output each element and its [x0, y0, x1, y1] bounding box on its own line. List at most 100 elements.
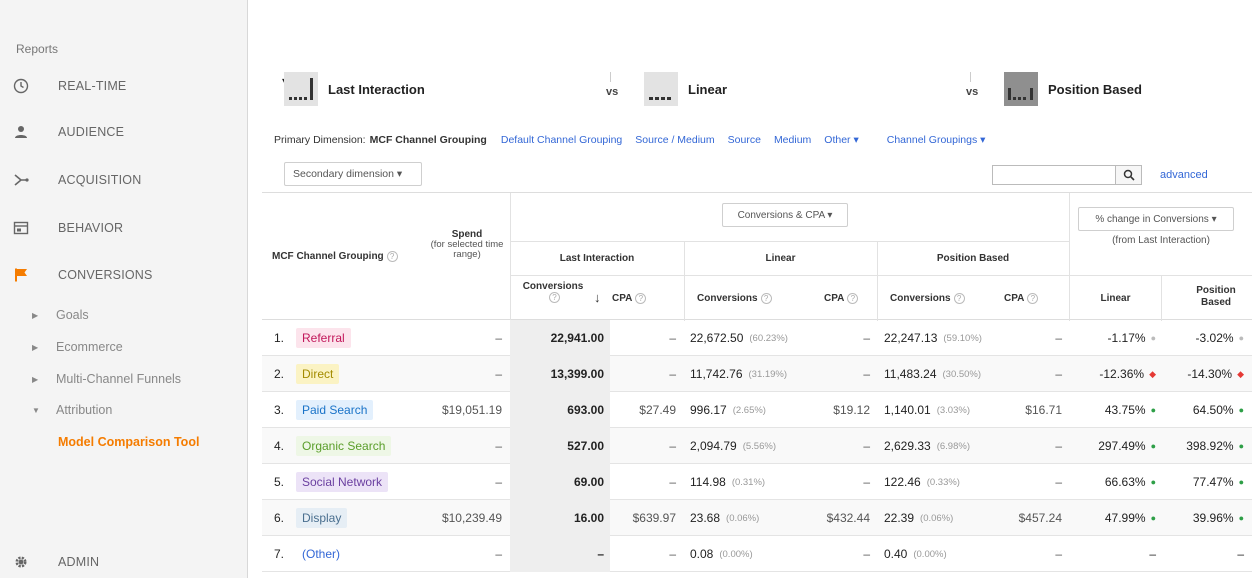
spend-cell: – — [495, 439, 502, 453]
pos-percent: (6.98%) — [936, 440, 970, 452]
search-input[interactable] — [992, 165, 1116, 185]
sub-item-model-comparison-tool[interactable]: Model Comparison Tool — [58, 435, 200, 449]
col-header-change-linear[interactable]: Linear — [1100, 293, 1131, 304]
dimension-link-source[interactable]: Source — [727, 134, 761, 146]
help-icon[interactable]: ? — [386, 251, 398, 262]
secondary-dimension-button[interactable]: Secondary dimension ▾ — [284, 162, 422, 186]
sub-item-ecommerce[interactable]: ▶ Ecommerce — [32, 340, 123, 354]
nav-item-conversions[interactable]: CONVERSIONS — [0, 261, 248, 289]
collapse-arrow-icon: ▼ — [32, 405, 40, 415]
pos-conversions-cell: 22,247.13 (59.10%) — [884, 320, 982, 356]
col-header-spend[interactable]: Spend (for selected time range) — [430, 229, 504, 260]
lc-cpa-cell: – — [669, 367, 676, 381]
dimension-link-medium[interactable]: Medium — [773, 134, 812, 146]
channel-cell[interactable]: Direct — [296, 356, 340, 392]
model-selector-2[interactable]: Linear — [644, 72, 727, 106]
change-linear-cell: 47.99% ● — [1070, 500, 1156, 536]
vs-label-2: vs — [966, 86, 979, 98]
dimension-link-default-channel-grouping[interactable]: Default Channel Grouping — [500, 134, 623, 146]
lc-conversions-cell: 13,399.00 — [550, 367, 604, 381]
search-button[interactable] — [1116, 165, 1142, 185]
col-header-label: CPA — [612, 293, 633, 305]
col-header-lin-cpa[interactable]: CPA? — [824, 293, 859, 305]
nav-item-audience[interactable]: AUDIENCE — [0, 118, 248, 146]
channel-cell[interactable]: Organic Search — [296, 428, 392, 464]
col-header-lin-conversions[interactable]: Conversions? — [697, 293, 772, 304]
lc-cpa-cell: $27.49 — [639, 403, 676, 417]
change-position-cell: 64.50% ● — [1162, 392, 1244, 428]
help-icon[interactable]: ? — [549, 292, 560, 303]
help-icon[interactable]: ? — [760, 293, 772, 304]
col-header-label: CPA — [824, 293, 845, 305]
channel-cell[interactable]: Display — [296, 500, 348, 536]
pos-cpa-cell: – — [1055, 439, 1062, 453]
change-indicator-icon: ● — [1238, 405, 1244, 415]
nav-item-behavior[interactable]: BEHAVIOR — [0, 214, 248, 242]
row-index: 7. — [274, 547, 285, 561]
lin-conversions-cell: 0.08 (0.00%) — [690, 536, 753, 572]
channel-cell[interactable]: Social Network — [296, 464, 389, 500]
model-selector-1[interactable]: Last Interaction — [284, 72, 425, 106]
lin-conversions-cell: 2,094.79 (5.56%) — [690, 428, 776, 464]
lin-conversions-value: 996.17 — [690, 403, 727, 417]
change-linear-value: -12.36% — [1099, 367, 1145, 381]
advanced-link[interactable]: advanced — [1160, 169, 1208, 181]
pos-conversions-value: 0.40 — [884, 547, 908, 561]
help-icon[interactable]: ? — [953, 293, 965, 304]
change-metric-selector[interactable]: % change in Conversions ▾ — [1078, 207, 1234, 231]
help-icon[interactable]: ? — [847, 293, 859, 304]
lin-cpa-cell: – — [863, 439, 870, 453]
channel-link[interactable]: Organic Search — [296, 436, 392, 456]
channel-link[interactable]: Direct — [296, 364, 340, 384]
table-row: 1. Referral –22,941.00–22,672.50 (60.23%) –2… — [262, 320, 1252, 356]
change-position-value: 64.50% — [1192, 403, 1234, 417]
col-header-label: Conversions — [890, 293, 951, 305]
col-header-pos-conversions[interactable]: Conversions? — [890, 293, 965, 304]
col-header-label: CPA — [1004, 293, 1025, 305]
last-interaction-model-icon — [284, 72, 318, 106]
help-icon[interactable]: ? — [635, 293, 647, 304]
channel-cell[interactable]: (Other) — [296, 536, 346, 572]
dimension-link-other[interactable]: Other ▾ — [824, 134, 859, 146]
lin-conversions-value: 2,094.79 — [690, 439, 737, 453]
channel-link[interactable]: Referral — [296, 328, 351, 348]
channel-cell[interactable]: Referral — [296, 320, 351, 356]
col-header-pos-cpa[interactable]: CPA? — [1004, 293, 1039, 305]
sub-item-goals[interactable]: ▶ Goals — [32, 308, 89, 322]
nav-item-admin[interactable]: ADMIN — [0, 548, 248, 576]
expand-arrow-icon: ▶ — [32, 310, 39, 320]
help-icon[interactable]: ? — [1027, 293, 1039, 304]
change-position-cell: -3.02% ● — [1162, 320, 1244, 356]
col-header-change-position[interactable]: Position Based — [1196, 285, 1236, 308]
dimension-link-source-medium[interactable]: Source / Medium — [635, 134, 715, 146]
metric-selector[interactable]: Conversions & CPA ▾ — [722, 203, 848, 227]
position-based-model-icon — [1004, 72, 1038, 106]
channel-link[interactable]: (Other) — [302, 547, 341, 561]
sort-desc-icon[interactable]: ↓ — [594, 290, 601, 305]
sub-item-label: Ecommerce — [56, 340, 123, 354]
model-selector-3[interactable]: Position Based — [1004, 72, 1142, 106]
table-row: 4. Organic Search –527.00–2,094.79 (5.56%) –… — [262, 428, 1252, 464]
nav-item-real-time[interactable]: REAL-TIME — [0, 72, 248, 100]
table-row: 3. Paid Search $19,051.19 693.00 $27.49 996.1… — [262, 392, 1252, 428]
channel-link[interactable]: Social Network — [296, 472, 389, 492]
sub-item-attribution[interactable]: ▼ Attribution — [32, 403, 112, 417]
channel-cell[interactable]: Paid Search — [296, 392, 374, 428]
col-header-lc-conversions[interactable]: Conversions ? — [518, 281, 588, 303]
table-row: 2. Direct –13,399.00–11,742.76 (31.19%) –11,… — [262, 356, 1252, 392]
lin-cpa-cell: – — [863, 547, 870, 561]
nav-item-acquisition[interactable]: ACQUISITION — [0, 166, 248, 194]
spend-cell: $10,239.49 — [441, 511, 502, 525]
channel-link[interactable]: Display — [296, 508, 348, 528]
col-header-lc-cpa[interactable]: CPA? — [612, 293, 647, 305]
col-header-spend-label: Spend — [451, 229, 483, 240]
lc-cpa-cell: – — [669, 331, 676, 345]
channel-link[interactable]: Paid Search — [296, 400, 374, 420]
pos-conversions-value: 2,629.33 — [884, 439, 931, 453]
col-header-channel[interactable]: MCF Channel Grouping? — [272, 251, 398, 262]
sub-item-multi-channel-funnels[interactable]: ▶ Multi-Channel Funnels — [32, 372, 181, 386]
dimension-link-channel-groupings[interactable]: Channel Groupings ▾ — [886, 134, 986, 146]
pos-conversions-value: 1,140.01 — [884, 403, 931, 417]
lin-conversions-cell: 23.68 (0.06%) — [690, 500, 759, 536]
lin-conversions-value: 0.08 — [690, 547, 714, 561]
